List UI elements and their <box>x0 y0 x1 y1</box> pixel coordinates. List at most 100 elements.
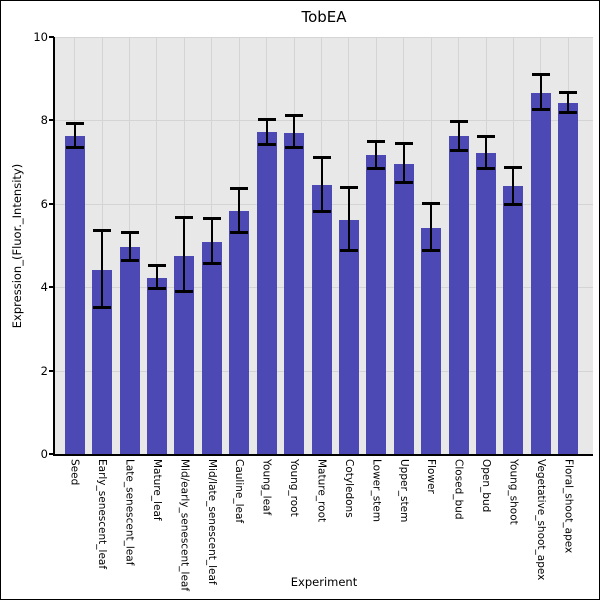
v-gridline <box>156 37 158 454</box>
error-bar-line <box>512 167 515 205</box>
error-bar-line <box>375 141 378 169</box>
error-bar-cap-top <box>65 122 84 126</box>
error-bar-cap-bottom <box>202 261 221 265</box>
bar <box>201 241 222 454</box>
bar <box>338 220 359 454</box>
x-tick-label: Mid/late_senescent_leaf <box>205 459 218 585</box>
error-bar-cap-bottom <box>257 143 276 147</box>
x-tick-label: Mature_root <box>315 459 328 523</box>
error-bar-cap-bottom <box>394 180 413 184</box>
bar <box>558 103 579 454</box>
y-tick-mark <box>49 119 54 122</box>
error-bar-cap-top <box>230 187 249 191</box>
error-bar-cap-top <box>449 119 468 123</box>
error-bar-cap-top <box>531 73 550 77</box>
h-gridline <box>55 120 593 122</box>
error-bar-cap-bottom <box>477 166 496 170</box>
error-bar-line <box>402 143 405 183</box>
bar <box>64 136 85 454</box>
x-tick-label: Late_senescent_leaf <box>123 459 136 566</box>
x-tick-label: Cauline_leaf <box>233 459 246 524</box>
error-bar-cap-bottom <box>531 108 550 112</box>
error-bar-cap-top <box>559 90 578 94</box>
error-bar-cap-bottom <box>367 167 386 171</box>
error-bar-cap-top <box>285 113 304 117</box>
y-tick-label: 4 <box>40 280 48 295</box>
x-tick-label: Vegetative_shoot_apex <box>534 459 547 581</box>
error-bar-cap-top <box>202 217 221 221</box>
error-bar-cap-top <box>312 156 331 160</box>
error-bar-line <box>430 203 433 251</box>
x-tick-label: Flower <box>425 459 438 494</box>
bar <box>476 152 497 454</box>
x-tick-label: Cotyledons <box>342 459 355 518</box>
error-bar-line <box>457 121 460 150</box>
error-bar-line <box>183 217 186 292</box>
error-bar-cap-bottom <box>422 248 441 252</box>
bar <box>229 211 250 454</box>
y-tick-mark <box>49 369 54 372</box>
error-bar-cap-bottom <box>65 146 84 150</box>
error-bar-cap-top <box>147 264 166 268</box>
error-bar-line <box>320 157 323 212</box>
chart-title: TobEA <box>301 8 347 26</box>
error-bar-cap-top <box>175 216 194 220</box>
error-bar-cap-top <box>422 202 441 206</box>
x-tick-label: Mature_leaf <box>150 459 163 521</box>
error-bar-cap-top <box>339 186 358 190</box>
bar <box>146 278 167 454</box>
bar <box>174 255 195 454</box>
x-tick-label: Seed <box>68 459 81 486</box>
y-tick-mark <box>49 453 54 455</box>
x-tick-label: Closed_bud <box>452 459 465 520</box>
error-bar-line <box>265 119 268 145</box>
error-bar-cap-top <box>394 142 413 146</box>
bar <box>284 132 305 454</box>
error-bar-cap-bottom <box>449 148 468 152</box>
error-bar-cap-bottom <box>147 286 166 290</box>
error-bar-cap-bottom <box>559 110 578 114</box>
error-bar-cap-bottom <box>285 145 304 149</box>
error-bar-line <box>485 136 488 169</box>
error-bar-line <box>128 232 131 261</box>
y-tick-label: 8 <box>40 113 48 128</box>
error-bar-cap-top <box>93 228 112 232</box>
error-bar-cap-top <box>120 230 139 234</box>
x-tick-label: Upper_stem <box>397 459 410 523</box>
error-bar-line <box>210 218 213 264</box>
y-tick-label: 10 <box>33 30 48 44</box>
error-bar-cap-bottom <box>120 259 139 263</box>
y-tick-mark <box>49 286 54 289</box>
error-bar-line <box>155 265 158 289</box>
y-tick-label: 6 <box>40 196 48 211</box>
error-bar-cap-bottom <box>93 306 112 310</box>
error-bar-line <box>73 123 76 148</box>
x-tick-label: Young_shoot <box>507 459 520 525</box>
y-axis-label: Expression_(Fluor._Intensity) <box>10 163 24 329</box>
y-tick-mark <box>49 202 54 205</box>
y-tick-label: 2 <box>40 363 48 378</box>
error-bar-line <box>567 92 570 113</box>
bar <box>503 186 524 454</box>
error-bar-line <box>539 74 542 110</box>
x-tick-label: Floral_shoot_apex <box>562 459 575 554</box>
plot-area <box>53 37 593 456</box>
x-tick-label: Open_bud <box>480 459 493 513</box>
error-bar-cap-top <box>367 139 386 143</box>
bar <box>256 132 277 454</box>
x-tick-label: Mid/early_senescent_leaf <box>178 459 191 592</box>
bar <box>421 228 442 454</box>
bar <box>311 185 332 454</box>
bar <box>366 155 387 454</box>
error-bar-line <box>238 188 241 233</box>
error-bar-cap-bottom <box>230 231 249 235</box>
error-bar-cap-top <box>257 118 276 122</box>
error-bar-cap-top <box>477 135 496 139</box>
error-bar-line <box>293 115 296 148</box>
error-bar-cap-bottom <box>504 203 523 207</box>
x-tick-label: Young_root <box>288 459 301 517</box>
bar <box>448 136 469 454</box>
bar <box>393 163 414 454</box>
x-tick-label: Early_senescent_leaf <box>96 459 109 570</box>
